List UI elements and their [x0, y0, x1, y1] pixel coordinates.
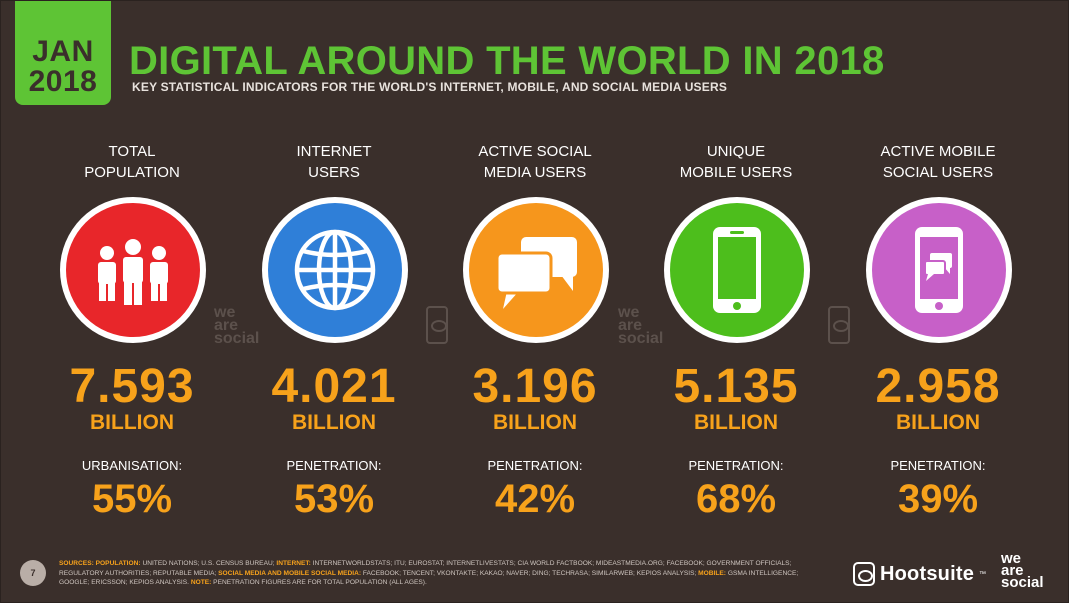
- metric-label: PENETRATION:: [890, 458, 986, 473]
- sources-note: SOURCES: POPULATION: UNITED NATIONS; U.S…: [59, 560, 799, 587]
- page-subtitle: KEY STATISTICAL INDICATORS FOR THE WORLD…: [132, 80, 728, 94]
- stat-unique-mobile-users: UNIQUE MOBILE USERS 5.135 BILLION PENETR…: [636, 1, 836, 541]
- stat-circle: [262, 197, 408, 343]
- hootsuite-owl-watermark: [426, 306, 448, 344]
- speech-bubbles-icon: [495, 237, 577, 309]
- metric-label: PENETRATION:: [688, 458, 784, 473]
- stat-label: TOTAL POPULATION: [84, 143, 180, 181]
- stat-unit: BILLION: [292, 411, 376, 434]
- metric-value: 39%: [897, 477, 979, 521]
- stat-label: INTERNET USERS: [296, 143, 372, 181]
- stat-circle: [866, 197, 1012, 343]
- we-are-social-watermark: we are social: [618, 304, 664, 347]
- metric-label: PENETRATION:: [286, 458, 382, 473]
- stat-unit: BILLION: [493, 411, 577, 434]
- stat-value: 7.593: [69, 360, 195, 413]
- owl-icon: [853, 562, 875, 586]
- date-year: 2018: [28, 65, 98, 98]
- stat-label: UNIQUE MOBILE USERS: [679, 143, 793, 181]
- stat-label: ACTIVE SOCIAL MEDIA USERS: [478, 143, 592, 181]
- metric-value: 53%: [293, 477, 375, 521]
- stat-label: ACTIVE MOBILE SOCIAL USERS: [880, 143, 996, 181]
- date-badge: JAN 2018: [15, 1, 111, 105]
- people-icon: [98, 239, 168, 305]
- stat-internet-users: INTERNET USERS 4.021 BILLION PENETRATION…: [234, 1, 434, 541]
- stat-value: 4.021: [271, 360, 397, 413]
- mobile-chat-icon: [915, 227, 963, 313]
- stat-value: 3.196: [472, 360, 598, 413]
- stat-active-social-media-users: ACTIVE SOCIAL MEDIA USERS 3.196: [435, 1, 635, 541]
- metric-label: PENETRATION:: [487, 458, 583, 473]
- stat-active-mobile-social-users: ACTIVE MOBILE SOCIAL USERS 2.958 BILLION: [838, 1, 1038, 541]
- metric-value: 42%: [494, 477, 576, 521]
- we-are-social-watermark: we are social: [214, 304, 260, 347]
- stat-value: 5.135: [673, 360, 799, 413]
- metric-label: URBANISATION:: [81, 458, 183, 473]
- mobile-phone-icon: [713, 227, 761, 313]
- globe-icon: [294, 229, 376, 311]
- date-month: JAN: [32, 35, 94, 68]
- metric-value: 55%: [91, 477, 173, 521]
- stat-circle: [664, 197, 810, 343]
- metric-value: 68%: [695, 477, 777, 521]
- stat-circle: [60, 197, 206, 343]
- stat-unit: BILLION: [90, 411, 174, 434]
- page-title: DIGITAL AROUND THE WORLD IN 2018: [129, 39, 885, 83]
- stat-unit: BILLION: [694, 411, 778, 434]
- stat-circle: [463, 197, 609, 343]
- stat-total-population: TOTAL POPULATION: [32, 1, 232, 541]
- stat-value: 2.958: [875, 360, 1001, 413]
- we-are-social-logo: we are social: [1001, 550, 1044, 591]
- hootsuite-owl-watermark: [828, 306, 850, 344]
- page-number: 7: [20, 560, 46, 586]
- hootsuite-logo: Hootsuite ™: [853, 561, 986, 587]
- stat-unit: BILLION: [896, 411, 980, 434]
